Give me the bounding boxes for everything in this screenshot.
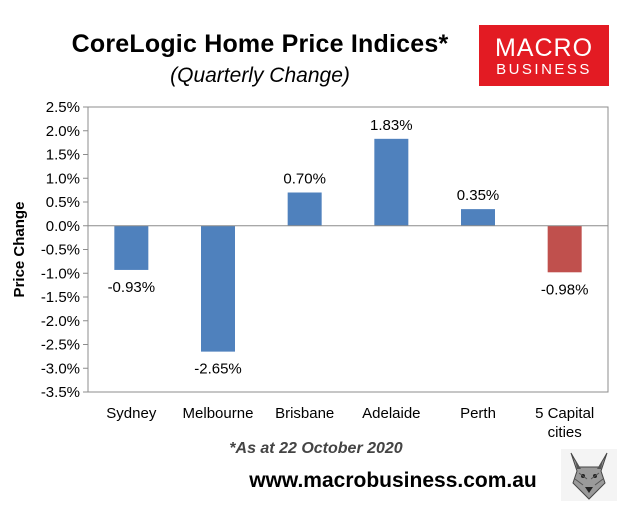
data-label: 0.70% [283,171,326,188]
macrobusiness-logo: MACRO BUSINESS [479,25,609,86]
chart-title: CoreLogic Home Price Indices* [71,30,449,58]
y-axis-title: Price Change [11,202,28,298]
y-tick-label: -3.0% [41,360,80,377]
plot-area [87,106,609,393]
logo-line-2: BUSINESS [496,61,592,78]
wolf-icon [561,449,617,501]
y-tick-label: 2.0% [46,123,80,140]
y-tick-label: 1.5% [46,147,80,164]
footnote: *As at 22 October 2020 [229,440,403,457]
bar-chart: 2.5% 2.0% 1.5% 1.0% 0.5% 0.0% -0.5% -1.0% -1.5% -… [11,99,609,440]
data-label: 1.83% [370,117,413,134]
bar-2 [287,192,322,226]
data-label: -0.93% [108,279,156,296]
bar-4 [461,209,495,226]
category-label: 5 Capital [535,405,594,422]
chart-subtitle: (Quarterly Change) [170,64,350,87]
category-label: Brisbane [275,405,334,422]
y-tick-label: 0.0% [46,218,80,235]
y-tick-label: 2.5% [46,99,80,116]
data-label: 0.35% [457,187,500,204]
y-tick-label: -0.5% [41,242,80,259]
data-label: -0.98% [541,281,589,298]
data-label: -2.65% [194,361,242,378]
y-tick-label: -2.5% [41,337,80,354]
y-tick-label: -1.5% [41,289,80,306]
category-label: cities [548,424,582,440]
category-label: Melbourne [183,405,254,422]
category-label: Adelaide [362,405,420,422]
y-tick-label: -2.0% [41,313,80,330]
category-label: Sydney [106,405,157,422]
bar-0 [114,225,149,270]
category-label: Perth [460,405,496,422]
y-tick-label: -1.0% [41,265,80,282]
logo-line-1: MACRO [494,34,594,62]
y-tick-label: 1.0% [46,170,80,187]
website-url: www.macrobusiness.com.au [249,469,537,492]
y-tick-label: -3.5% [41,384,80,401]
bar-1 [201,225,235,352]
bar-5 [547,225,582,273]
y-tick-label: 0.5% [46,194,80,211]
bar-3 [374,138,409,226]
